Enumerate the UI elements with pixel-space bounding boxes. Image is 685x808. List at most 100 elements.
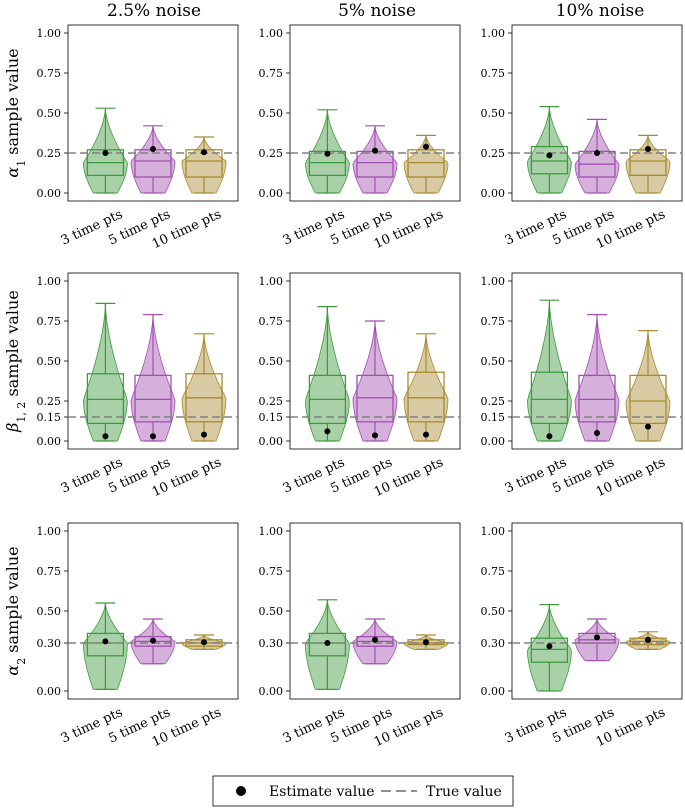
- estimate-point: [594, 150, 600, 156]
- estimate-point: [546, 152, 553, 159]
- ytick-label: 0.50: [37, 107, 62, 120]
- panel-frame: [67, 522, 239, 700]
- ytick-label: 1.00: [259, 525, 284, 538]
- ytick-label: 1.00: [259, 275, 284, 288]
- ytick-label: 0.00: [481, 435, 506, 448]
- panel-frame: [289, 24, 461, 202]
- ytick-label: 0.75: [481, 315, 506, 328]
- ytick-label: 0.75: [481, 565, 506, 578]
- ytick-label: 1.00: [37, 27, 62, 40]
- ytick-label: 0.75: [259, 565, 284, 578]
- ytick-label: 0.75: [37, 315, 62, 328]
- estimate-point: [372, 432, 378, 439]
- estimate-point: [102, 433, 109, 440]
- panel-frame: [67, 24, 239, 202]
- estimate-point: [645, 423, 651, 430]
- legend-box: [212, 775, 514, 807]
- ytick-label: 0.00: [481, 187, 506, 200]
- estimate-point: [594, 634, 600, 641]
- estimate-point: [546, 433, 553, 440]
- ytick-label: 0.00: [259, 187, 284, 200]
- ytick-label: 0.00: [481, 685, 506, 698]
- legend-estimate-label: Estimate value: [269, 784, 375, 800]
- ytick-label: 1.00: [481, 525, 506, 538]
- estimate-point: [150, 637, 156, 644]
- ytick-label: 0.00: [37, 685, 62, 698]
- ytick-label: 0.50: [259, 107, 284, 120]
- column-title-2.5: 2.5% noise: [107, 1, 201, 21]
- box-3-time-pts: [86, 373, 125, 425]
- ytick-label: 0.50: [259, 355, 284, 368]
- estimate-point: [546, 643, 553, 650]
- panel-frame: [511, 24, 683, 202]
- panel-frame: [511, 522, 683, 700]
- ytick-label: 0.30: [259, 637, 284, 650]
- ytick-label: 0.15: [259, 411, 284, 424]
- estimate-point: [102, 150, 109, 156]
- box-3-time-pts: [530, 371, 569, 425]
- estimate-point: [201, 149, 207, 156]
- ytick-label: 0.00: [37, 435, 62, 448]
- estimate-point: [372, 147, 378, 154]
- ytick-label: 0.25: [481, 395, 506, 408]
- ytick-label: 0.25: [259, 395, 284, 408]
- estimate-point: [423, 639, 429, 646]
- estimate-point: [645, 636, 651, 643]
- row-label-2: β1, 2 sample value: [3, 290, 28, 433]
- ytick-label: 0.50: [37, 355, 62, 368]
- ytick-label: 0.75: [259, 315, 284, 328]
- ytick-label: 0.75: [37, 67, 62, 80]
- estimate-point: [372, 636, 378, 643]
- row-label-1: α1 sample value: [3, 48, 28, 177]
- column-title-5: 5% noise: [338, 1, 416, 21]
- ytick-label: 0.15: [37, 411, 62, 424]
- ytick-label: 0.25: [37, 147, 62, 160]
- box-5-time-pts: [578, 374, 616, 423]
- ytick-label: 0.00: [259, 685, 284, 698]
- box-3-time-pts: [530, 145, 569, 175]
- ytick-label: 0.25: [37, 395, 62, 408]
- ytick-label: 0.15: [481, 411, 506, 424]
- ytick-label: 0.00: [259, 435, 284, 448]
- box-5-time-pts: [134, 374, 172, 423]
- ytick-label: 0.30: [481, 637, 506, 650]
- estimate-point: [102, 638, 109, 645]
- ytick-label: 0.25: [481, 147, 506, 160]
- ytick-label: 0.00: [37, 187, 62, 200]
- estimate-point: [645, 146, 651, 152]
- box-10-time-pts: [407, 149, 445, 178]
- ytick-label: 1.00: [481, 27, 506, 40]
- ytick-label: 0.50: [481, 107, 506, 120]
- estimate-point: [201, 431, 207, 438]
- ytick-label: 1.00: [259, 27, 284, 40]
- estimate-point: [324, 640, 331, 646]
- box-3-time-pts: [86, 632, 125, 657]
- ytick-label: 1.00: [37, 525, 62, 538]
- estimate-point: [324, 428, 331, 435]
- legend: Estimate value True value: [212, 775, 514, 807]
- ytick-label: 0.25: [259, 147, 284, 160]
- panel-frame: [289, 522, 461, 700]
- ytick-label: 0.30: [37, 637, 62, 650]
- ytick-label: 0.50: [37, 605, 62, 618]
- estimate-point: [150, 433, 156, 440]
- box-3-time-pts: [308, 632, 347, 657]
- box-10-time-pts: [629, 374, 667, 425]
- ytick-label: 0.75: [37, 565, 62, 578]
- box-5-time-pts: [356, 374, 394, 423]
- column-title-10: 10% noise: [556, 1, 645, 21]
- ytick-label: 0.75: [259, 67, 284, 80]
- estimate-point: [423, 143, 429, 150]
- row-label-3: α2 sample value: [3, 546, 28, 675]
- ytick-label: 0.50: [481, 605, 506, 618]
- estimate-point: [150, 146, 156, 152]
- ytick-label: 1.00: [481, 275, 506, 288]
